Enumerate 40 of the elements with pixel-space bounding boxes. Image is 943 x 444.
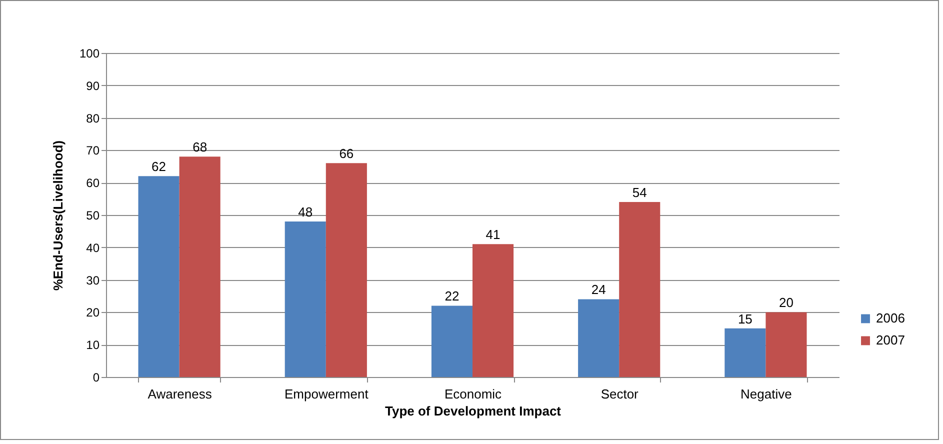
y-tick-label: 90 bbox=[86, 78, 100, 93]
y-axis-title: %End-Users(Livelihood) bbox=[50, 140, 66, 291]
x-tick-label: Economic bbox=[444, 386, 502, 402]
y-tick-label: 0 bbox=[92, 370, 100, 384]
legend-label: 2006 bbox=[876, 310, 905, 326]
bar bbox=[472, 244, 514, 377]
x-tick-label: Empowerment bbox=[284, 386, 369, 402]
data-label: 41 bbox=[486, 227, 500, 242]
x-tick-label: Awareness bbox=[148, 386, 212, 402]
x-axis-title: Type of Development Impact bbox=[384, 404, 562, 418]
bar bbox=[578, 299, 620, 377]
y-tick-label: 70 bbox=[86, 144, 100, 158]
y-tick-label: 20 bbox=[86, 306, 100, 320]
data-label: 20 bbox=[778, 295, 794, 310]
data-label: 54 bbox=[632, 185, 647, 200]
x-tick-label: Negative bbox=[740, 386, 792, 402]
y-tick-label: 30 bbox=[86, 273, 100, 288]
y-tick-label: 80 bbox=[86, 111, 100, 126]
y-tick-label: 100 bbox=[79, 46, 100, 60]
y-tick-label: 40 bbox=[86, 240, 100, 255]
bar bbox=[431, 306, 472, 377]
y-tick-label: 50 bbox=[86, 208, 100, 222]
data-label: 48 bbox=[298, 204, 313, 220]
bar bbox=[766, 312, 807, 377]
bar bbox=[138, 176, 180, 377]
bar bbox=[284, 221, 326, 377]
legend-label: 2007 bbox=[876, 332, 905, 348]
bar bbox=[724, 328, 766, 377]
data-label: 24 bbox=[591, 282, 606, 298]
bar bbox=[619, 202, 660, 377]
data-label: 15 bbox=[738, 311, 752, 326]
data-label: 66 bbox=[339, 146, 354, 162]
data-label: 68 bbox=[192, 140, 208, 155]
data-label: 62 bbox=[152, 159, 166, 174]
y-tick-label: 10 bbox=[86, 338, 100, 352]
y-tick-label: 60 bbox=[86, 176, 100, 190]
bar bbox=[326, 163, 367, 377]
bar bbox=[179, 156, 220, 377]
x-tick-label: Sector bbox=[600, 386, 640, 402]
data-label: 22 bbox=[444, 288, 460, 304]
